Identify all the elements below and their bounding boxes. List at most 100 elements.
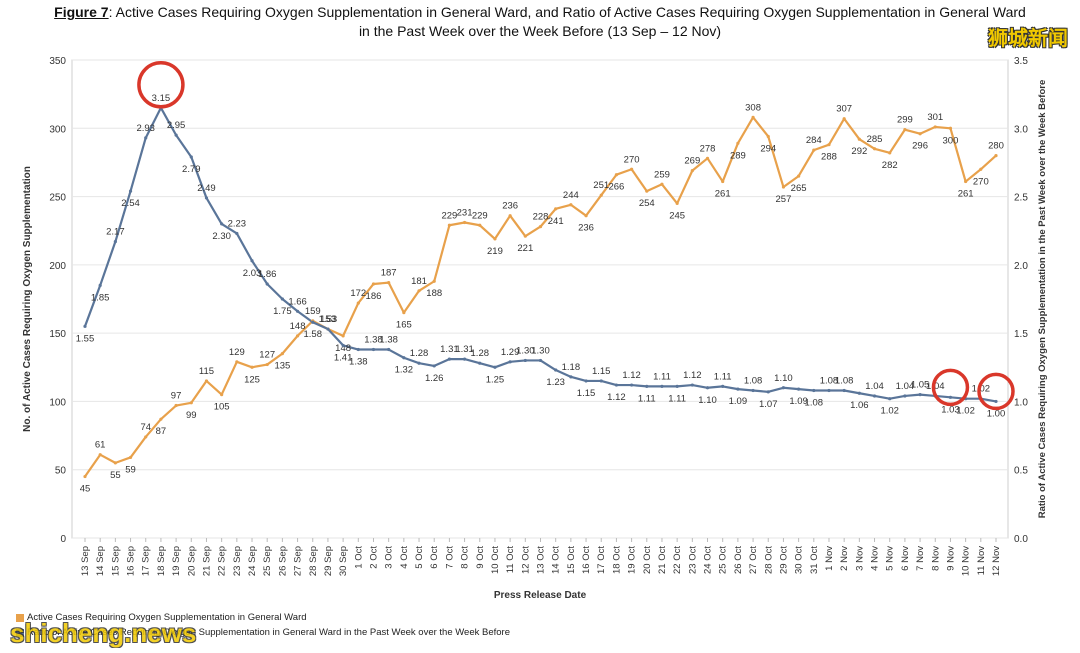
- plot-frame: [71, 59, 1009, 539]
- x-tick-label: 21 Oct: [657, 546, 668, 574]
- data-label-cases: 229: [441, 210, 457, 221]
- data-label-cases: 105: [214, 402, 230, 413]
- data-label-ratio: 1.12: [683, 370, 702, 381]
- data-point-cases: [341, 334, 345, 338]
- title-line-2: in the Past Week over the Week Before (1…: [358, 23, 722, 39]
- data-label-ratio: 1.85: [91, 292, 110, 303]
- x-tick-label: 22 Sep: [217, 546, 228, 576]
- x-tick-label: 27 Oct: [748, 546, 759, 574]
- x-tick-label: 29 Oct: [778, 546, 789, 574]
- data-label-cases: 301: [927, 112, 943, 123]
- x-tick-label: 8 Nov: [930, 546, 941, 571]
- x-tick-label: 3 Nov: [854, 546, 865, 571]
- data-point-cases: [523, 234, 527, 238]
- data-label-ratio: 1.08: [805, 398, 824, 409]
- data-point-cases: [569, 203, 573, 207]
- data-label-ratio: 1.07: [759, 399, 778, 410]
- data-label-ratio: 1.04: [926, 381, 945, 392]
- data-point-cases: [144, 435, 148, 439]
- data-point-cases: [584, 214, 588, 218]
- data-label-cases: 257: [776, 194, 792, 205]
- x-tick-label: 31 Oct: [809, 546, 820, 574]
- data-point-ratio: [235, 231, 239, 236]
- x-tick-label: 17 Oct: [596, 546, 607, 574]
- data-point-cases: [402, 311, 406, 315]
- data-label-cases: 288: [821, 152, 837, 163]
- data-point-ratio: [326, 327, 330, 331]
- data-label-ratio: 1.41: [334, 352, 353, 363]
- data-point-ratio: [569, 375, 573, 379]
- data-point-ratio: [220, 222, 224, 226]
- data-label-cases: 236: [578, 223, 594, 234]
- data-point-ratio: [781, 386, 786, 390]
- data-label-cases: 270: [973, 176, 989, 187]
- data-label-cases: 181: [411, 276, 427, 287]
- data-label-cases: 172: [350, 288, 366, 299]
- y-right-tick-label: 3.5: [1014, 56, 1028, 67]
- y-left-tick-label: 0: [60, 534, 66, 545]
- data-point-cases: [660, 182, 664, 186]
- data-label-ratio: 1.31: [440, 344, 459, 355]
- data-point-cases: [220, 393, 224, 397]
- data-point-cases: [508, 214, 512, 218]
- data-label-ratio: 1.10: [698, 395, 717, 406]
- data-label-ratio: 1.31: [455, 344, 474, 355]
- x-tick-label: 14 Sep: [95, 546, 106, 576]
- x-tick-label: 2 Nov: [839, 546, 850, 571]
- x-tick-label: 23 Oct: [687, 546, 698, 574]
- data-label-cases: 292: [851, 146, 867, 157]
- x-tick-label: 3 Oct: [384, 546, 395, 569]
- legend-swatch-ratio: [16, 628, 24, 637]
- data-point-cases: [812, 148, 816, 152]
- data-point-ratio: [478, 361, 482, 365]
- x-tick-label: 30 Oct: [794, 546, 805, 574]
- data-point-cases: [371, 282, 376, 286]
- data-label-cases: 231: [457, 208, 473, 219]
- data-point-cases: [204, 379, 209, 383]
- data-label-ratio: 2.79: [182, 164, 201, 175]
- y-right-tick-label: 0.5: [1014, 466, 1028, 477]
- x-tick-label: 26 Sep: [277, 546, 288, 576]
- data-point-cases: [387, 281, 391, 285]
- data-point-ratio: [189, 155, 193, 159]
- data-point-cases: [979, 167, 983, 171]
- data-label-ratio: 1.28: [410, 348, 429, 359]
- data-label-ratio: 2.23: [228, 218, 247, 229]
- x-tick-label: 15 Sep: [110, 546, 121, 576]
- y-right-tick-label: 3.0: [1014, 124, 1028, 135]
- data-point-ratio: [690, 383, 694, 387]
- data-point-ratio: [371, 347, 376, 352]
- data-point-ratio: [948, 395, 953, 399]
- data-point-cases: [599, 193, 603, 197]
- data-point-cases: [235, 360, 239, 364]
- watermark-bottom: shicheng.news: [10, 618, 197, 648]
- chart-title: Figure 7: Active Cases Requiring Oxygen …: [0, 3, 1080, 41]
- x-tick-label: 11 Oct: [505, 546, 516, 574]
- data-label-ratio: 1.86: [258, 269, 277, 280]
- x-tick-label: 10 Oct: [490, 546, 501, 574]
- data-point-cases: [964, 179, 968, 184]
- data-point-ratio: [721, 384, 725, 389]
- data-label-cases: 259: [654, 169, 670, 180]
- data-label-ratio: 2.30: [212, 231, 231, 242]
- data-label-ratio: 1.55: [76, 333, 95, 344]
- data-point-ratio: [98, 283, 102, 287]
- data-point-ratio: [417, 361, 421, 365]
- data-point-ratio: [295, 309, 300, 313]
- data-label-ratio: 1.09: [729, 396, 748, 407]
- data-point-cases: [797, 174, 801, 178]
- x-tick-label: 19 Oct: [627, 546, 638, 574]
- data-label-ratio: 1.25: [486, 374, 505, 385]
- data-label-cases: 55: [110, 470, 121, 481]
- data-label-cases: 285: [867, 134, 883, 145]
- x-tick-label: 6 Oct: [429, 546, 440, 569]
- data-label-ratio: 1.00: [987, 408, 1006, 419]
- y-right-tick-label: 2.5: [1014, 193, 1028, 204]
- data-point-ratio: [630, 383, 634, 387]
- data-label-cases: 236: [502, 201, 518, 212]
- x-tick-label: 14 Oct: [551, 546, 562, 574]
- figure-label: Figure 7: [54, 4, 109, 20]
- data-label-cases: 269: [684, 156, 700, 167]
- data-label-ratio: 1.23: [546, 377, 565, 388]
- data-point-cases: [98, 453, 102, 457]
